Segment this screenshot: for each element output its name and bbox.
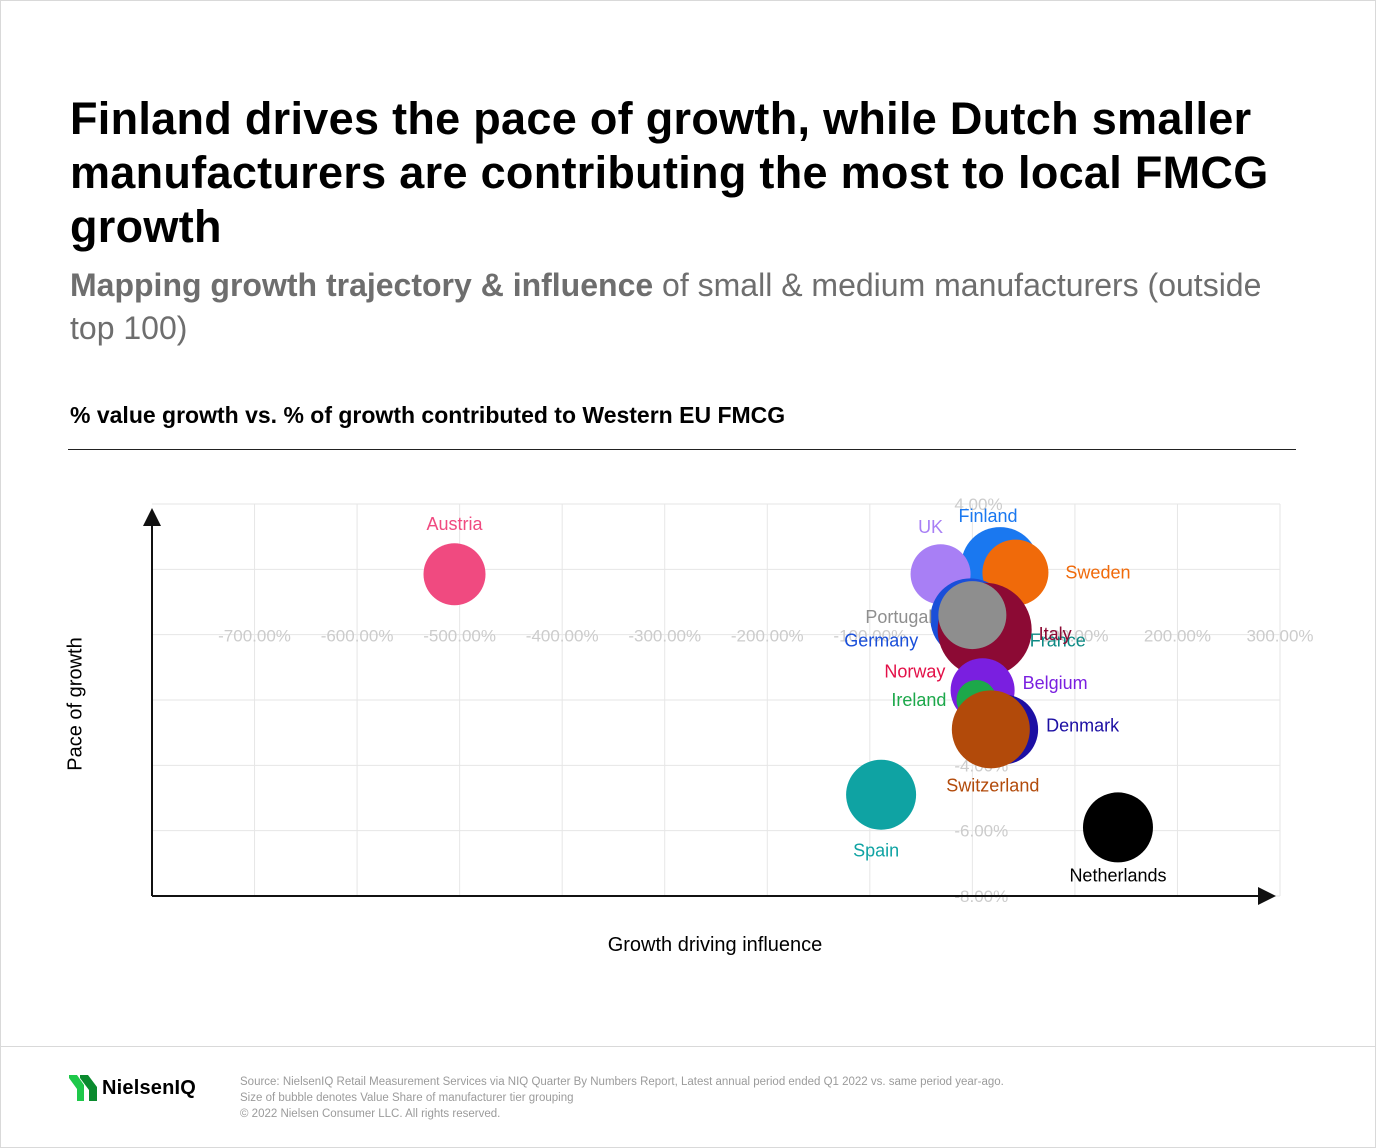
bubble-portugal xyxy=(938,581,1007,650)
x-tick-label: 200.00% xyxy=(1144,627,1211,646)
nielseniq-logo-icon xyxy=(69,1075,97,1101)
bubble-label: Denmark xyxy=(1046,715,1120,735)
bubble-label: Norway xyxy=(884,661,945,681)
y-axis-title: Pace of growth xyxy=(64,637,87,771)
x-tick-label: -400.00% xyxy=(526,627,599,646)
bubble-label: UK xyxy=(918,517,943,537)
x-tick-label: 300.00% xyxy=(1246,627,1313,646)
bubble-label: Belgium xyxy=(1023,673,1088,693)
x-tick-label: -200.00% xyxy=(731,627,804,646)
brand-name: NielsenIQ xyxy=(102,1076,197,1099)
bubble-label-layer: Austria Finland Sweden UK Germany FranceItaly… xyxy=(426,506,1166,885)
bubble-label: France xyxy=(1030,631,1086,651)
source-line: Source: NielsenIQ Retail Measurement Ser… xyxy=(240,1076,1004,1088)
y-axis-arrow xyxy=(143,508,161,526)
bubble-label: Netherlands xyxy=(1069,865,1166,885)
bubble-label: Ireland xyxy=(891,690,946,710)
subtitle-rest: of small & medium manufacturers (outside… xyxy=(70,267,1262,346)
x-tick-label: -500.00% xyxy=(423,627,496,646)
y-tick-label: -6.00% xyxy=(954,822,1008,841)
bubble-label: Germany xyxy=(844,630,918,650)
bubble-label: Sweden xyxy=(1065,563,1130,583)
bubble-label: Austria xyxy=(426,514,483,534)
copyright-line: © 2022 Nielsen Consumer LLC. All rights … xyxy=(240,1108,501,1120)
bubble-spain xyxy=(846,759,917,830)
x-tick-label: 100.00% xyxy=(1041,627,1108,646)
heading-divider xyxy=(68,449,1296,450)
bubble-label: Italy xyxy=(1039,624,1072,644)
nielseniq-logo: NielsenIQ xyxy=(68,1074,196,1102)
x-tick-label: -300.00% xyxy=(628,627,701,646)
bubble-chart: -700.00% -600.00% -500.00% -400.00% -300.00%… xyxy=(143,495,1314,906)
source-line: Size of bubble denotes Value Share of ma… xyxy=(240,1092,574,1104)
chart-heading: % value growth vs. % of growth contribut… xyxy=(70,402,786,428)
page-title: Finland drives the pace of growth, while… xyxy=(70,93,1269,252)
x-tick-label: -600.00% xyxy=(321,627,394,646)
bubble-label: Spain xyxy=(853,841,899,861)
bubble-switzerland xyxy=(951,690,1030,769)
x-tick-label: -700.00% xyxy=(218,627,291,646)
y-tick-label: 4.00% xyxy=(954,495,1002,514)
axes-layer xyxy=(143,508,1276,905)
bubble-austria xyxy=(423,543,486,606)
bubble-label: Switzerland xyxy=(946,775,1039,795)
bubble-label: Finland xyxy=(959,506,1018,526)
page-subtitle: Mapping growth trajectory & influence of… xyxy=(70,264,1270,350)
footer-divider xyxy=(0,1046,1376,1047)
bubble-label: Portugal xyxy=(865,607,932,627)
x-axis-arrow xyxy=(1258,887,1276,905)
bubble-layer xyxy=(423,527,1153,863)
source-note: Source: NielsenIQ Retail Measurement Ser… xyxy=(240,1074,1004,1122)
x-axis-title: Growth driving influence xyxy=(607,934,823,956)
bubble-netherlands xyxy=(1082,792,1153,863)
subtitle-emphasis: Mapping growth trajectory & influence xyxy=(70,267,654,303)
x-tick-label: -100.00% xyxy=(833,627,906,646)
